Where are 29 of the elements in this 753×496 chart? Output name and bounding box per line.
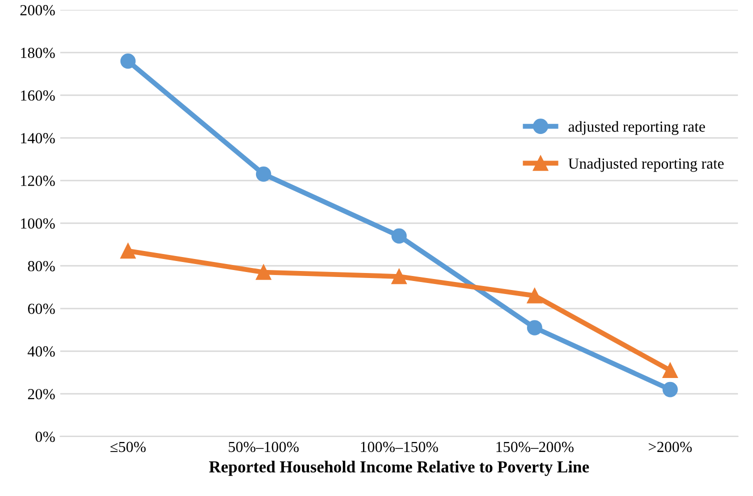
- y-tick-label: 100%: [21, 218, 55, 229]
- y-tick-label: 200%: [20, 5, 55, 16]
- point: [256, 166, 272, 182]
- y-tick-label: 140%: [21, 133, 55, 144]
- y-tick-label: 180%: [21, 48, 55, 58]
- point: [526, 320, 542, 336]
- point: [120, 243, 136, 259]
- x-tick-label: 50%–100%: [228, 442, 299, 452]
- x-tick-label: 150%–200%: [496, 442, 574, 452]
- x-axis-title: Reported Household Income Relative to Poverty Line: [209, 460, 589, 476]
- point: [256, 264, 272, 280]
- y-tick-label: 20%: [28, 388, 55, 400]
- y-tick-label: 80%: [28, 260, 55, 272]
- point: [120, 53, 136, 69]
- y-tick-label: 120%: [21, 176, 55, 186]
- legend-label: Unadjusted reporting rate: [568, 158, 724, 172]
- point: [391, 268, 407, 284]
- point: [662, 362, 678, 378]
- x-tick-label: >200%: [648, 442, 692, 452]
- point: [662, 382, 678, 398]
- point: [526, 288, 542, 304]
- x-tick-label: 100%–150%: [360, 442, 438, 452]
- point: [391, 228, 407, 244]
- y-tick-label: 40%: [28, 346, 55, 357]
- y-tick-label: 0%: [36, 432, 55, 442]
- y-tick-label: 160%: [21, 90, 55, 101]
- legend-label: adjusted reporting rate: [568, 121, 705, 135]
- y-tick-label: 60%: [28, 304, 55, 314]
- x-tick-label: ≤50%: [110, 442, 146, 452]
